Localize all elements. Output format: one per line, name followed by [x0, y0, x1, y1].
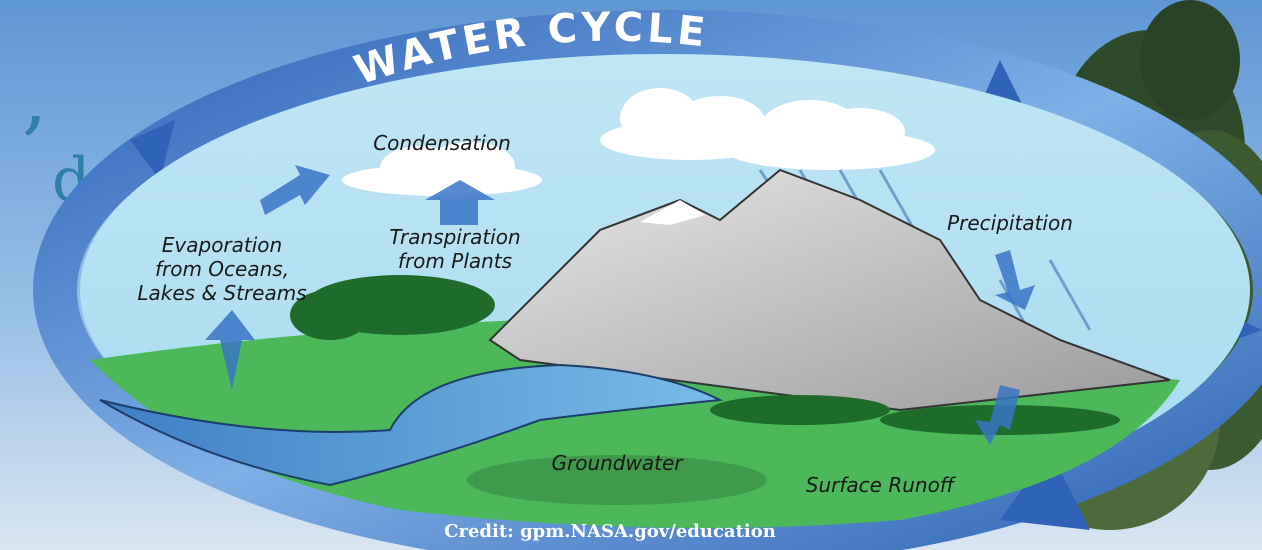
- water-cycle-slide: , d WATER CYCLE Condensation Evaporation…: [0, 0, 1262, 550]
- background-text-fragment: ,: [22, 51, 47, 144]
- surface-runoff-label: Surface Runoff: [806, 473, 957, 497]
- evaporation-label: from Oceans,: [155, 257, 289, 281]
- condensation-label: Condensation: [373, 131, 511, 155]
- transpiration-label: Transpiration: [389, 225, 520, 249]
- evaporation-label: Evaporation: [162, 233, 282, 257]
- evaporation-label: Lakes & Streams: [137, 281, 306, 305]
- precipitation-label: Precipitation: [947, 211, 1073, 235]
- groundwater-label: Groundwater: [552, 451, 685, 475]
- transpiration-label: from Plants: [398, 249, 512, 273]
- credit: Credit: gpm.NASA.gov/education: [444, 521, 776, 542]
